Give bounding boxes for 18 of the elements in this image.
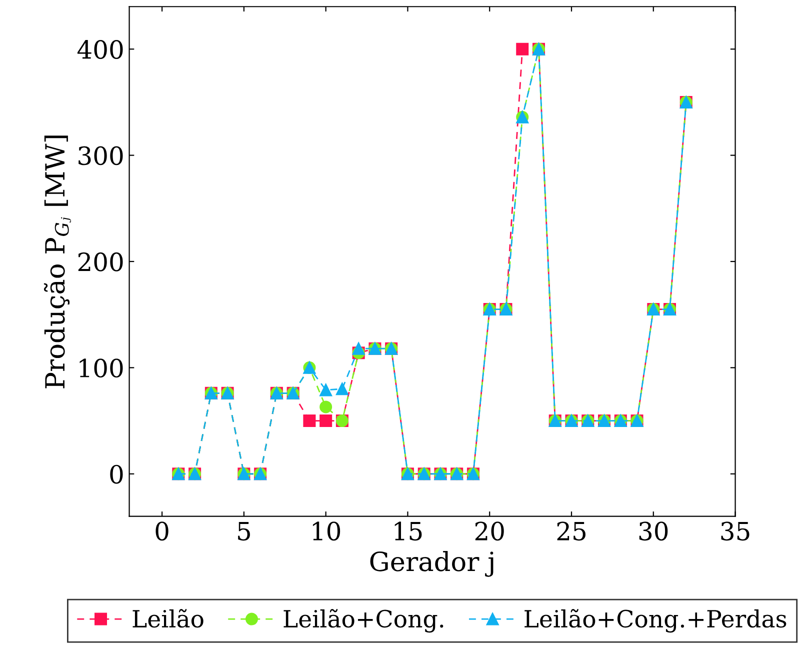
- legend-label: Leilão: [132, 608, 204, 628]
- y-tick-label: 200: [78, 252, 123, 272]
- legend-label: Leilão+Cong.+Perdas: [524, 608, 786, 633]
- y-axis-title: Produção P$_{Gⱼ}$ [MW]: [44, 136, 71, 388]
- x-tick-label: 25: [557, 522, 586, 541]
- x-tick-label: 10: [312, 522, 340, 541]
- x-tick-label: 30: [639, 522, 668, 541]
- legend-label: Leilão+Cong.: [284, 608, 444, 633]
- x-tick-label: 15: [394, 522, 422, 541]
- x-tick-label: 35: [721, 522, 750, 541]
- x-axis-title: Gerador j: [370, 550, 494, 577]
- x-tick-label: 5: [238, 522, 250, 541]
- x-tick-label: 0: [156, 522, 168, 541]
- y-tick-label: 300: [78, 146, 123, 166]
- y-tick-label: 0: [110, 464, 123, 484]
- y-tick-label: 400: [77, 40, 123, 59]
- x-tick-label: 20: [475, 522, 504, 541]
- y-tick-label: 100: [80, 358, 123, 378]
